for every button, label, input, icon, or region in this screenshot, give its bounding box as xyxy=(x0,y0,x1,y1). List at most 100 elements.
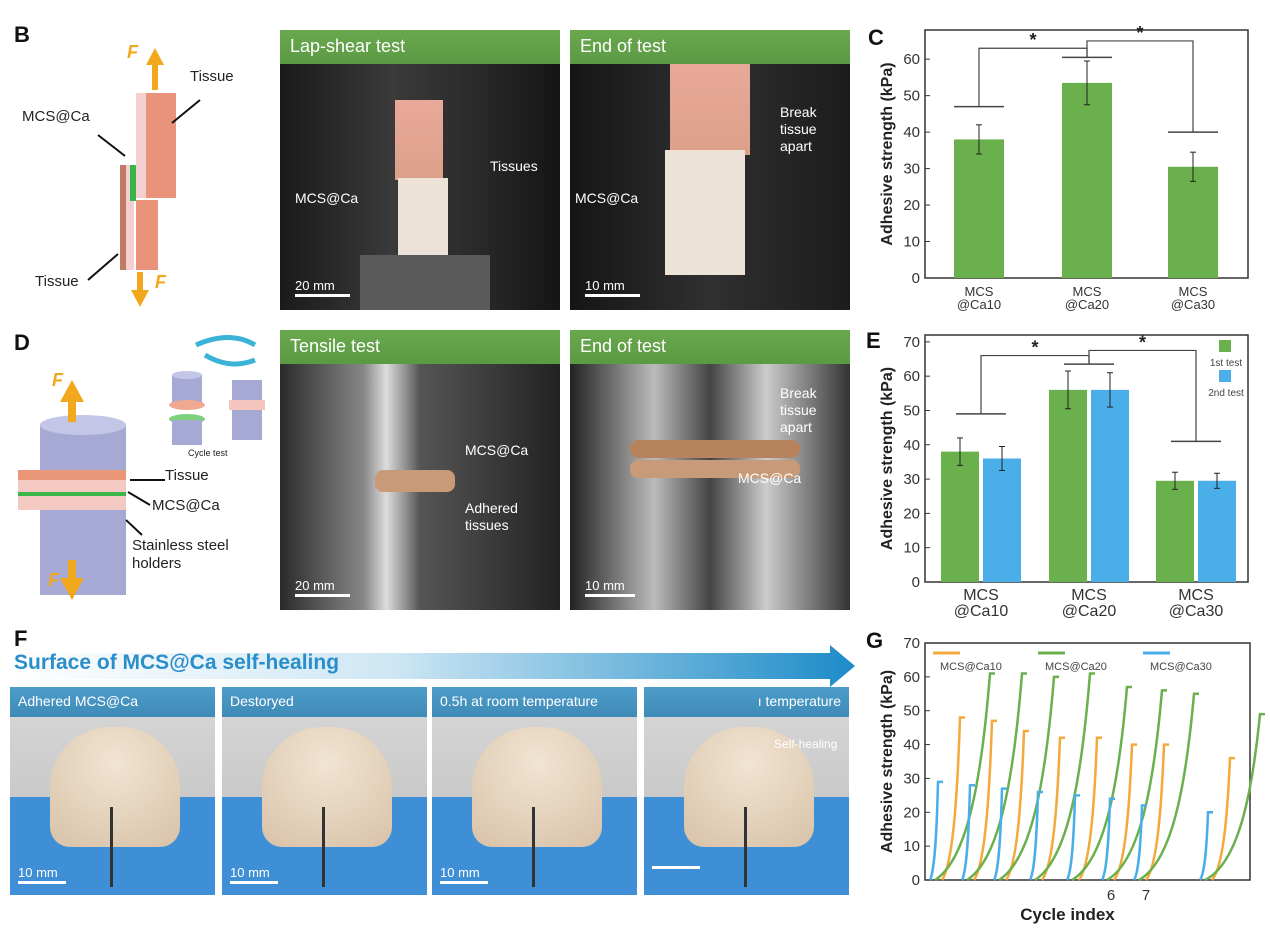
scale-bar: 20 mm xyxy=(295,278,350,297)
photo-end-of-tensile-test: End of test MCS@Ca Break tissue apart 10… xyxy=(570,330,850,610)
photo-annotation: MCS@Ca xyxy=(295,190,359,206)
series-curve xyxy=(1204,712,1265,882)
y-axis-label: Adhesive strength (kPa) xyxy=(879,62,896,245)
panel-label-g: G xyxy=(866,628,884,653)
y-tick-label: 10 xyxy=(903,234,920,251)
y-tick-label: 30 xyxy=(903,770,920,787)
bar xyxy=(1156,480,1194,582)
photo-end-of-test: End of test MCS@Ca Break tissue apart 10… xyxy=(570,30,850,310)
significance-mark: * xyxy=(1139,332,1146,352)
bar xyxy=(954,139,1004,278)
self-healing-banner: Surface of MCS@Ca self-healing xyxy=(14,651,340,674)
photo-annotation: Self-healing xyxy=(774,737,838,751)
series-curve xyxy=(992,787,1007,881)
bar xyxy=(1062,82,1112,278)
significance-mark: * xyxy=(1031,338,1038,358)
panel-label-c: C xyxy=(868,25,884,50)
significance-bracket xyxy=(1088,349,1197,442)
y-tick-label: 20 xyxy=(903,197,920,214)
series-curve xyxy=(940,716,965,881)
x-tick-label: MCS @Ca30 xyxy=(1171,284,1215,312)
adhesive-label: MCS@Ca xyxy=(152,497,220,514)
photo-header: ı temperature xyxy=(644,687,849,717)
legend-label: 1st test xyxy=(1210,358,1242,369)
series-curve xyxy=(960,783,975,881)
photo-header: 0.5h at room temperature xyxy=(432,687,637,717)
force-arrow-down-icon xyxy=(131,272,149,307)
bar xyxy=(1198,480,1236,582)
bar xyxy=(1168,166,1218,278)
force-arrow-down-icon xyxy=(60,560,84,600)
photo-header: End of test xyxy=(570,30,850,64)
lap-shear-diagram xyxy=(87,48,201,307)
progress-arrow-icon xyxy=(10,645,855,687)
pointer-arrow xyxy=(87,253,119,281)
series-curve xyxy=(972,719,997,881)
bar xyxy=(983,458,1021,582)
pointer-arrow xyxy=(171,99,201,124)
force-label: F xyxy=(48,570,59,590)
x-tick-label: MCS @Ca20 xyxy=(1062,587,1117,620)
photo-header: Tensile test xyxy=(280,330,560,364)
y-tick-label: 40 xyxy=(903,437,920,454)
scale-bar: 10 mm xyxy=(585,578,635,597)
y-tick-label: 0 xyxy=(912,270,920,287)
series-curve xyxy=(1132,804,1147,881)
series-curve xyxy=(928,780,943,881)
y-tick-label: 70 xyxy=(903,635,920,652)
series-curve xyxy=(1028,790,1043,881)
scale-bar xyxy=(652,865,700,869)
y-tick-label: 50 xyxy=(903,402,920,419)
panel-label-b: B xyxy=(14,22,30,47)
pointer-arrow xyxy=(97,134,126,157)
panel-label-f: F xyxy=(14,626,28,651)
force-label: F xyxy=(127,42,138,62)
legend-label: MCS@Ca20 xyxy=(1045,661,1107,673)
y-tick-label: 40 xyxy=(903,124,920,141)
y-tick-label: 50 xyxy=(903,88,920,105)
y-tick-label: 30 xyxy=(903,471,920,488)
legend-label: MCS@Ca30 xyxy=(1150,661,1212,673)
bar xyxy=(1091,389,1129,582)
chart-e: 0 10 20 30 40 50 60 70 Adhesive strength (kPa) 1s… xyxy=(879,332,1249,620)
scale-label: 10 mm xyxy=(585,578,625,593)
photo-annotation: Break tissue apart xyxy=(780,104,817,154)
x-tick-label: MCS @Ca10 xyxy=(954,587,1009,620)
scale-bar: 10 mm xyxy=(18,865,66,884)
y-tick-label: 0 xyxy=(912,872,920,889)
bar xyxy=(1049,389,1087,582)
y-tick-label: 60 xyxy=(903,368,920,385)
photo-header: End of test xyxy=(570,330,850,364)
y-tick-label: 60 xyxy=(903,51,920,68)
photo-annotation: Tissues xyxy=(490,158,538,174)
cycle-test-label: Cycle test xyxy=(188,448,228,458)
x-tick-label: MCS @Ca10 xyxy=(957,284,1001,312)
legend-swatch xyxy=(1219,370,1231,382)
significance-mark: * xyxy=(1029,30,1036,50)
y-axis-label: Adhesive strength (kPa) xyxy=(879,367,896,550)
series-curve xyxy=(1040,736,1065,881)
y-tick-label: 10 xyxy=(903,540,920,557)
cycle-arrow-icon xyxy=(194,335,257,348)
y-tick-label: 0 xyxy=(912,574,920,591)
adhesive-layer xyxy=(130,165,136,201)
photo-self-healing-step: Destoryed 10 mm xyxy=(222,687,427,895)
y-tick-label: 40 xyxy=(903,737,920,754)
photo-self-healing-step: Adhered MCS@Ca 10 mm xyxy=(10,687,215,895)
plot-frame xyxy=(924,642,1251,881)
adhesive-layer xyxy=(18,492,126,496)
photo-annotation: MCS@Ca xyxy=(575,190,639,206)
legend-label: 2nd test xyxy=(1208,388,1244,399)
x-tick-label: MCS @Ca30 xyxy=(1169,587,1224,620)
photo-header: Destoryed xyxy=(222,687,427,717)
y-tick-label: 60 xyxy=(903,669,920,686)
photo-header: Adhered MCS@Ca xyxy=(10,687,215,717)
scale-label: 20 mm xyxy=(295,278,335,293)
photo-header: Lap-shear test xyxy=(280,30,560,64)
panel-label-e: E xyxy=(866,328,881,353)
series-curve xyxy=(1100,797,1115,881)
significance-bracket xyxy=(1086,40,1194,133)
series-curve xyxy=(1198,811,1213,881)
photo-annotation: MCS@Ca xyxy=(738,470,802,486)
